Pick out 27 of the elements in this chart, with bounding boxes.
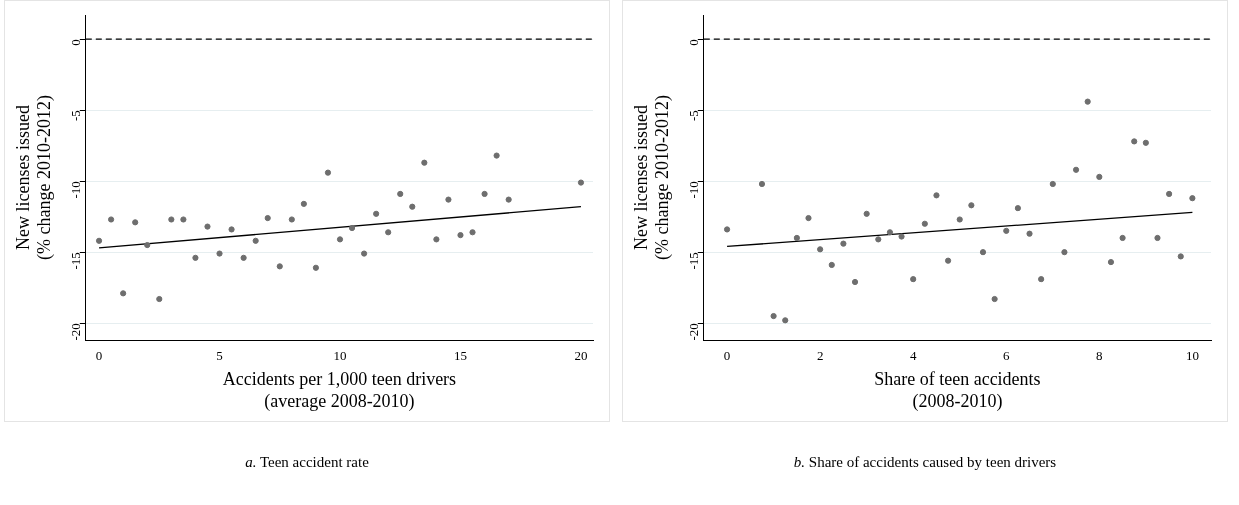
y-tick-label: -5: [686, 110, 702, 121]
x-tick-label: 6: [1003, 348, 1011, 364]
x-tick-label: 10: [333, 348, 347, 364]
x-tick-label: 0: [95, 348, 103, 364]
x-axis-title: Accidents per 1,000 teen drivers (average 2008-2010): [222, 369, 457, 412]
y-tick-label: -15: [686, 252, 702, 270]
y-axis-title: New licenses issued (% change 2010-2012): [12, 95, 56, 261]
text: a. Teen accident rate: [244, 454, 370, 471]
x-tick-label: 0: [723, 348, 731, 364]
y-axis-title: New licenses issued (% change 2010-2012): [630, 95, 674, 261]
x-tick-label: 20: [574, 348, 588, 364]
x-tick-label: 15: [453, 348, 467, 364]
x-axis-title: Share of teen accidents (2008-2010): [874, 369, 1041, 412]
y-tick-label: -20: [68, 323, 84, 341]
x-tick-label: 4: [909, 348, 917, 364]
y-tick-label: -15: [68, 252, 84, 270]
x-tick-label: 8: [1096, 348, 1103, 364]
x-tick-label: 2: [816, 348, 824, 364]
x-tick-label: 5: [216, 348, 223, 364]
y-tick-label: -5: [68, 110, 84, 121]
y-tick-label: 0: [68, 39, 84, 46]
y-tick-label: -20: [686, 323, 702, 341]
y-tick-label: -10: [686, 181, 702, 199]
text: b. Share of accidents caused by teen drivers: [792, 454, 1058, 471]
x-tick-label: 10: [1185, 348, 1199, 364]
y-tick-label: 0: [686, 39, 702, 46]
y-tick-label: -10: [68, 181, 84, 199]
